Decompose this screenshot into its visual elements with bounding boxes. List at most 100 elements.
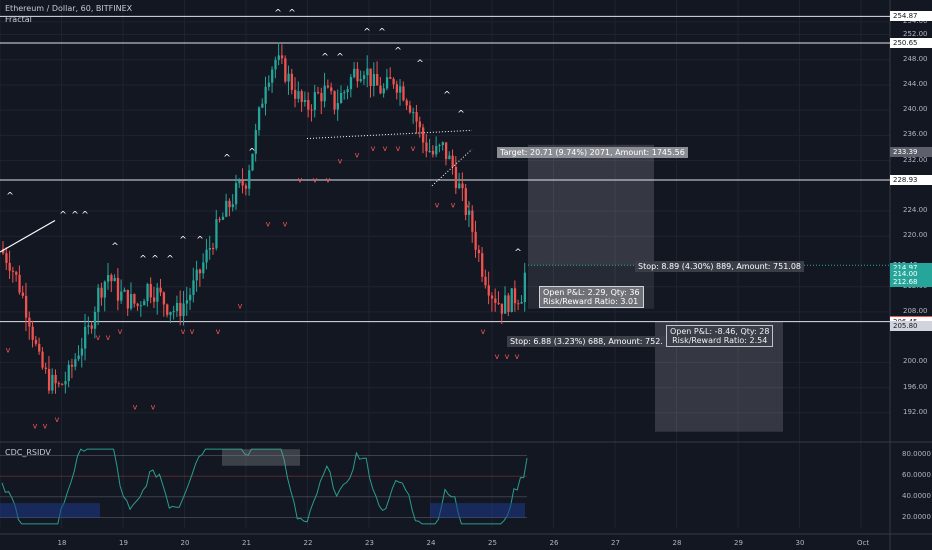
candle-body <box>15 271 18 275</box>
candle-body <box>162 292 166 305</box>
candle-body <box>330 87 333 92</box>
stop-label-long: Stop: 6.88 (3.23%) 688, Amount: 752. <box>507 336 666 347</box>
candle-body <box>241 180 244 186</box>
candle-body <box>376 74 379 86</box>
candle-body <box>510 288 513 313</box>
price-tick: 236.00 <box>903 130 928 139</box>
candle-body <box>267 82 271 87</box>
candle-body <box>221 216 225 220</box>
candle-body <box>323 85 326 102</box>
fractal-down-marker: v <box>515 352 520 361</box>
candle-body <box>303 99 307 102</box>
candle-body <box>123 289 126 292</box>
candle-body <box>336 103 339 110</box>
candle-body <box>231 204 234 208</box>
fractal-up-marker: ^ <box>81 210 89 220</box>
price-tick: 220.00 <box>903 231 928 240</box>
candle-body <box>38 343 41 352</box>
fractal-up-marker: ^ <box>416 59 424 69</box>
fractal-indicator-legend[interactable]: Fractal <box>5 15 32 24</box>
symbol-legend[interactable]: Ethereum / Dollar, 60, BITFINEX <box>5 4 133 13</box>
fractal-down-marker: v <box>238 302 243 311</box>
fractal-down-marker: v <box>216 327 221 336</box>
candle-body <box>152 297 156 302</box>
candle-body <box>172 311 175 313</box>
candle-body <box>435 146 438 155</box>
candle-body <box>310 109 313 111</box>
price-label: 214.97 <box>890 262 932 273</box>
candle-body <box>110 275 113 282</box>
trend-line <box>0 219 56 253</box>
rsi-indicator-legend[interactable]: CDC_RSIDV <box>5 448 51 457</box>
candle-body <box>307 99 310 110</box>
candle-body <box>326 85 330 88</box>
candle-body <box>415 112 418 122</box>
fractal-down-marker: v <box>55 415 60 424</box>
candle-body <box>313 92 317 111</box>
candle-body <box>464 188 467 215</box>
candle-body <box>129 294 133 309</box>
candle-body <box>169 312 172 315</box>
candle-body <box>408 105 412 113</box>
candle-body <box>346 89 349 93</box>
price-label: 205.80 <box>890 320 932 331</box>
candle-body <box>494 298 497 303</box>
time-tick: 20 <box>180 539 190 547</box>
candle-body <box>392 78 395 85</box>
candle-body <box>372 74 376 86</box>
candle-body <box>412 112 415 114</box>
price-label: 212.68 <box>890 277 932 288</box>
candle-body <box>107 275 110 282</box>
price-tick: 196.00 <box>903 382 928 391</box>
candle-body <box>422 127 425 143</box>
candle-body <box>454 166 458 189</box>
candle-body <box>44 367 47 369</box>
time-tick: 22 <box>303 539 313 547</box>
fractal-down-marker: v <box>495 352 500 361</box>
candle-body <box>238 180 241 184</box>
candle-body <box>54 374 57 384</box>
candle-body <box>70 364 74 367</box>
candle-body <box>146 283 149 302</box>
candle-body <box>481 253 484 277</box>
candle-body <box>254 130 257 154</box>
time-tick: 29 <box>734 539 743 547</box>
candle-body <box>369 68 372 86</box>
candle-body <box>379 85 382 94</box>
fractal-down-marker: v <box>298 176 303 185</box>
candle-body <box>87 325 90 327</box>
time-tick: 30 <box>795 539 805 547</box>
candle-body <box>320 93 323 102</box>
candle-body <box>504 295 507 314</box>
open-pnl-short: Open P&L: -8.46, Qty: 28 Risk/Reward Rat… <box>666 325 774 347</box>
candle-body <box>77 355 80 360</box>
fractal-down-marker: v <box>355 150 360 159</box>
candle-body <box>5 253 8 263</box>
fractal-down-marker: v <box>283 220 288 229</box>
fractal-up-marker: ^ <box>6 191 14 201</box>
candle-body <box>192 280 195 295</box>
candle-body <box>100 287 103 298</box>
price-label: 214.00 <box>890 269 932 280</box>
candle-body <box>212 248 215 250</box>
fractal-up-marker: ^ <box>59 210 67 220</box>
time-tick: 18 <box>57 539 67 547</box>
candle-body <box>284 58 287 82</box>
candle-body <box>67 364 70 382</box>
fractal-up-marker: ^ <box>71 210 79 220</box>
candle-body <box>461 183 464 189</box>
price-tick: 200.00 <box>903 357 928 366</box>
candle-body <box>500 303 504 314</box>
price-label: 250.65 <box>890 38 932 49</box>
candle-body <box>136 303 139 306</box>
fractal-down-marker: v <box>396 144 401 153</box>
candle-body <box>139 305 143 307</box>
candle-body <box>175 302 179 312</box>
candle-body <box>18 274 21 293</box>
candle-body <box>156 287 159 302</box>
fractal-down-marker: v <box>151 402 156 411</box>
fractal-down-marker: v <box>118 327 123 336</box>
price-label: 254.87 <box>890 11 932 22</box>
